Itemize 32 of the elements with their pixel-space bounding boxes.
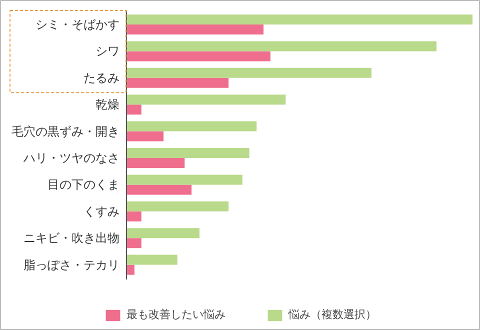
y-tick-label: シミ・そばかす — [36, 18, 120, 32]
y-tick-label: たるみ — [84, 70, 120, 85]
bar — [126, 184, 192, 195]
bar — [126, 174, 242, 185]
bar — [126, 78, 229, 88]
y-tick-label: 毛穴の黒ずみ・開き — [12, 124, 120, 138]
bar — [126, 104, 142, 115]
legend-label: 最も改善したい悩み — [126, 307, 226, 322]
y-tick-label: シワ — [96, 44, 120, 58]
legend-label: 悩み（複数選択） — [288, 307, 376, 322]
bar — [126, 201, 229, 212]
y-tick-label: ニキビ・吹き出物 — [24, 231, 120, 246]
bar — [126, 158, 185, 168]
bar — [126, 94, 286, 105]
bar — [126, 121, 257, 132]
y-tick-label: くすみ — [84, 204, 120, 218]
y-tick-label: 乾燥 — [96, 98, 120, 112]
bar — [126, 264, 134, 275]
bar — [126, 254, 178, 265]
y-tick-label: 目の下のくま — [48, 178, 120, 192]
y-tick-label: ハリ・ツヤのなさ — [22, 151, 120, 165]
bar — [126, 68, 372, 78]
bar — [126, 238, 142, 248]
bar — [126, 24, 264, 34]
y-tick-label: 脂っぽさ・テカリ — [24, 258, 120, 272]
bar — [126, 211, 142, 222]
bar — [126, 148, 250, 158]
bar — [126, 131, 164, 142]
bar — [126, 51, 270, 62]
bar — [126, 41, 437, 52]
bar — [126, 228, 200, 238]
bar — [126, 14, 472, 24]
